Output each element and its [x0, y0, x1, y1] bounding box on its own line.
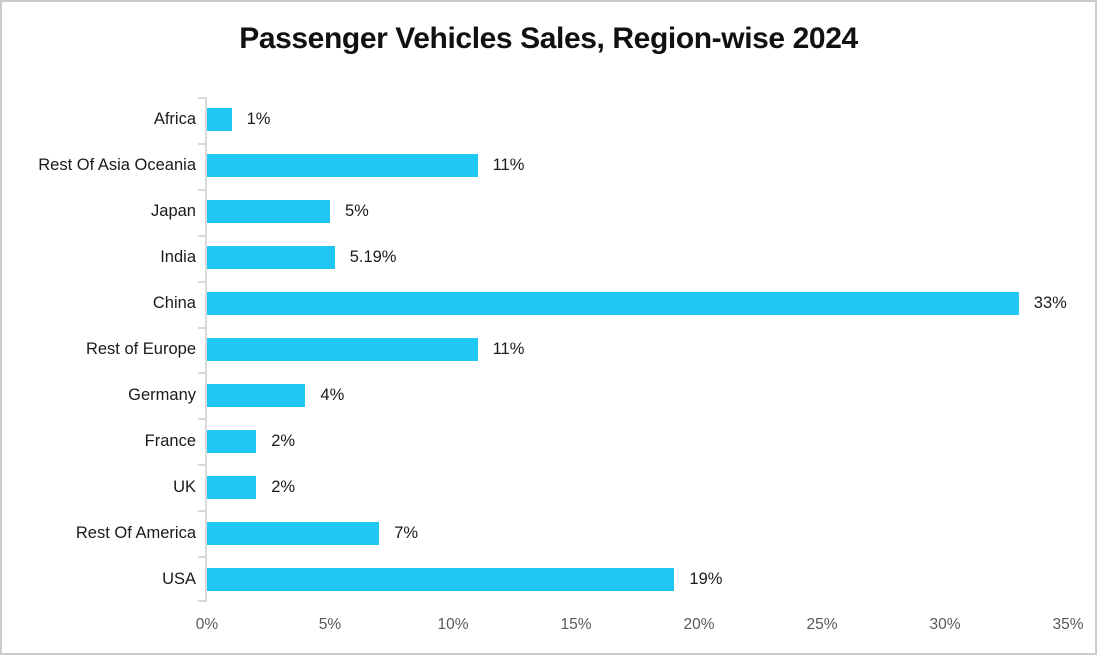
- value-axis-tick-label: 15%: [560, 616, 592, 633]
- bar: [207, 108, 232, 132]
- bar-row: Rest Of Asia Oceania 11%: [2, 143, 1095, 189]
- value-axis-tick-label: 25%: [806, 616, 838, 633]
- bar-row: UK 2%: [2, 464, 1095, 510]
- value-axis-tick-label: 30%: [929, 616, 961, 633]
- data-label: 11%: [492, 156, 525, 175]
- bar-track: 33%: [207, 281, 1095, 327]
- axis-tick: [198, 143, 205, 145]
- bar: [207, 475, 257, 499]
- bar: [207, 292, 1019, 316]
- category-label: Africa: [153, 110, 196, 129]
- axis-tick: [198, 464, 205, 466]
- data-label: 2%: [271, 477, 296, 496]
- data-label: 2%: [271, 431, 296, 450]
- data-label: 11%: [492, 339, 525, 358]
- category-label: USA: [162, 569, 196, 588]
- chart-title: Passenger Vehicles Sales, Region-wise 20…: [239, 22, 858, 55]
- bar-track: 4%: [207, 372, 1095, 418]
- bar-track: 11%: [207, 327, 1095, 373]
- bar: [207, 429, 257, 453]
- data-label: 19%: [689, 569, 723, 588]
- axis-tick: [198, 97, 205, 99]
- value-axis-tick-label: 0%: [195, 616, 219, 633]
- value-axis-labels: 0% 5% 10% 15% 20% 25% 30% 35%: [196, 616, 1084, 638]
- category-label: France: [144, 431, 196, 450]
- axis-tick: [198, 327, 205, 329]
- value-axis-tick-label: 10%: [437, 616, 469, 633]
- bar-track: 2%: [207, 464, 1095, 510]
- category-label: China: [152, 294, 196, 313]
- category-label: Rest Of Asia Oceania: [38, 156, 196, 175]
- data-label: 33%: [1033, 294, 1067, 313]
- axis-tick: [198, 235, 205, 237]
- axis-tick: [198, 418, 205, 420]
- bar-row: Rest Of America 7%: [2, 510, 1095, 556]
- bar: [207, 521, 380, 545]
- category-label: India: [160, 248, 196, 267]
- axis-tick: [198, 600, 205, 602]
- axis-tick: [198, 556, 205, 558]
- axis-tick: [198, 281, 205, 283]
- bar-track: 19%: [207, 556, 1095, 602]
- bar-row: Japan 5%: [2, 189, 1095, 235]
- data-label: 5%: [345, 202, 369, 221]
- bar: [207, 154, 478, 178]
- category-label: Germany: [128, 385, 196, 404]
- bar: [207, 200, 330, 224]
- bar-track: 1%: [207, 97, 1095, 143]
- bar: [207, 567, 675, 591]
- bar-row: Africa 1%: [2, 97, 1095, 143]
- bar-row: China 33%: [2, 281, 1095, 327]
- value-axis-tick-label: 5%: [318, 616, 342, 633]
- bar-track: 7%: [207, 510, 1095, 556]
- category-label: Rest of Europe: [85, 339, 196, 358]
- bar: [207, 246, 335, 270]
- value-axis-tick-label: 35%: [1052, 616, 1084, 633]
- bar-track: 11%: [207, 143, 1095, 189]
- axis-tick: [198, 372, 205, 374]
- bar-row: Rest of Europe 11%: [2, 327, 1095, 373]
- data-label: 4%: [320, 385, 345, 404]
- bar: [207, 337, 478, 361]
- data-label: 1%: [246, 110, 271, 129]
- bar-track: 5.19%: [207, 235, 1095, 281]
- axis-tick: [198, 510, 205, 512]
- data-label: 7%: [394, 523, 419, 542]
- bar-rows: Africa 1% Rest Of Asia Oceania 11% Japan 5% In…: [2, 97, 1095, 602]
- bar-row: USA 19%: [2, 556, 1095, 602]
- axis-tick: [198, 189, 205, 191]
- category-label: UK: [173, 477, 196, 496]
- category-label: Japan: [151, 202, 196, 221]
- category-label: Rest Of America: [75, 523, 196, 542]
- data-label: 5.19%: [349, 248, 397, 267]
- bar-row: Germany 4%: [2, 372, 1095, 418]
- bar-track: 5%: [207, 189, 1095, 235]
- bar-row: France 2%: [2, 418, 1095, 464]
- bar-row: India 5.19%: [2, 235, 1095, 281]
- bar: [207, 383, 306, 407]
- value-axis-tick-label: 20%: [683, 616, 715, 633]
- plot-area: Africa 1% Rest Of Asia Oceania 11% Japan 5% In…: [2, 97, 1095, 602]
- category-axis-line: [205, 97, 207, 602]
- bar-track: 2%: [207, 418, 1095, 464]
